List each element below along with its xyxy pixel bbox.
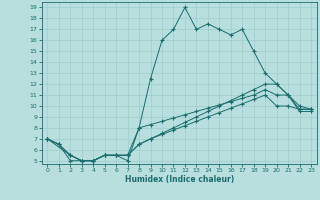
X-axis label: Humidex (Indice chaleur): Humidex (Indice chaleur) (124, 175, 234, 184)
